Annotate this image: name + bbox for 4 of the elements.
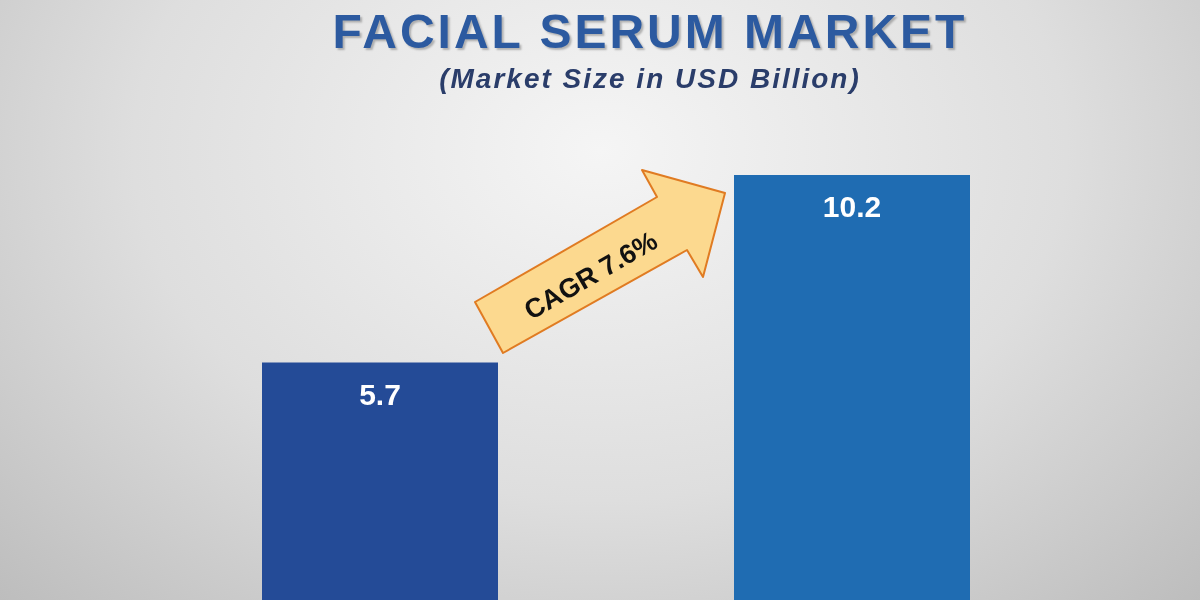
chart-title: FACIAL SERUM MARKET bbox=[331, 4, 969, 60]
data-label: 10.2 bbox=[822, 190, 882, 224]
chart-subtitle: (Market Size in USD Billion) bbox=[438, 62, 862, 96]
data-label: 5.7 bbox=[359, 377, 401, 411]
